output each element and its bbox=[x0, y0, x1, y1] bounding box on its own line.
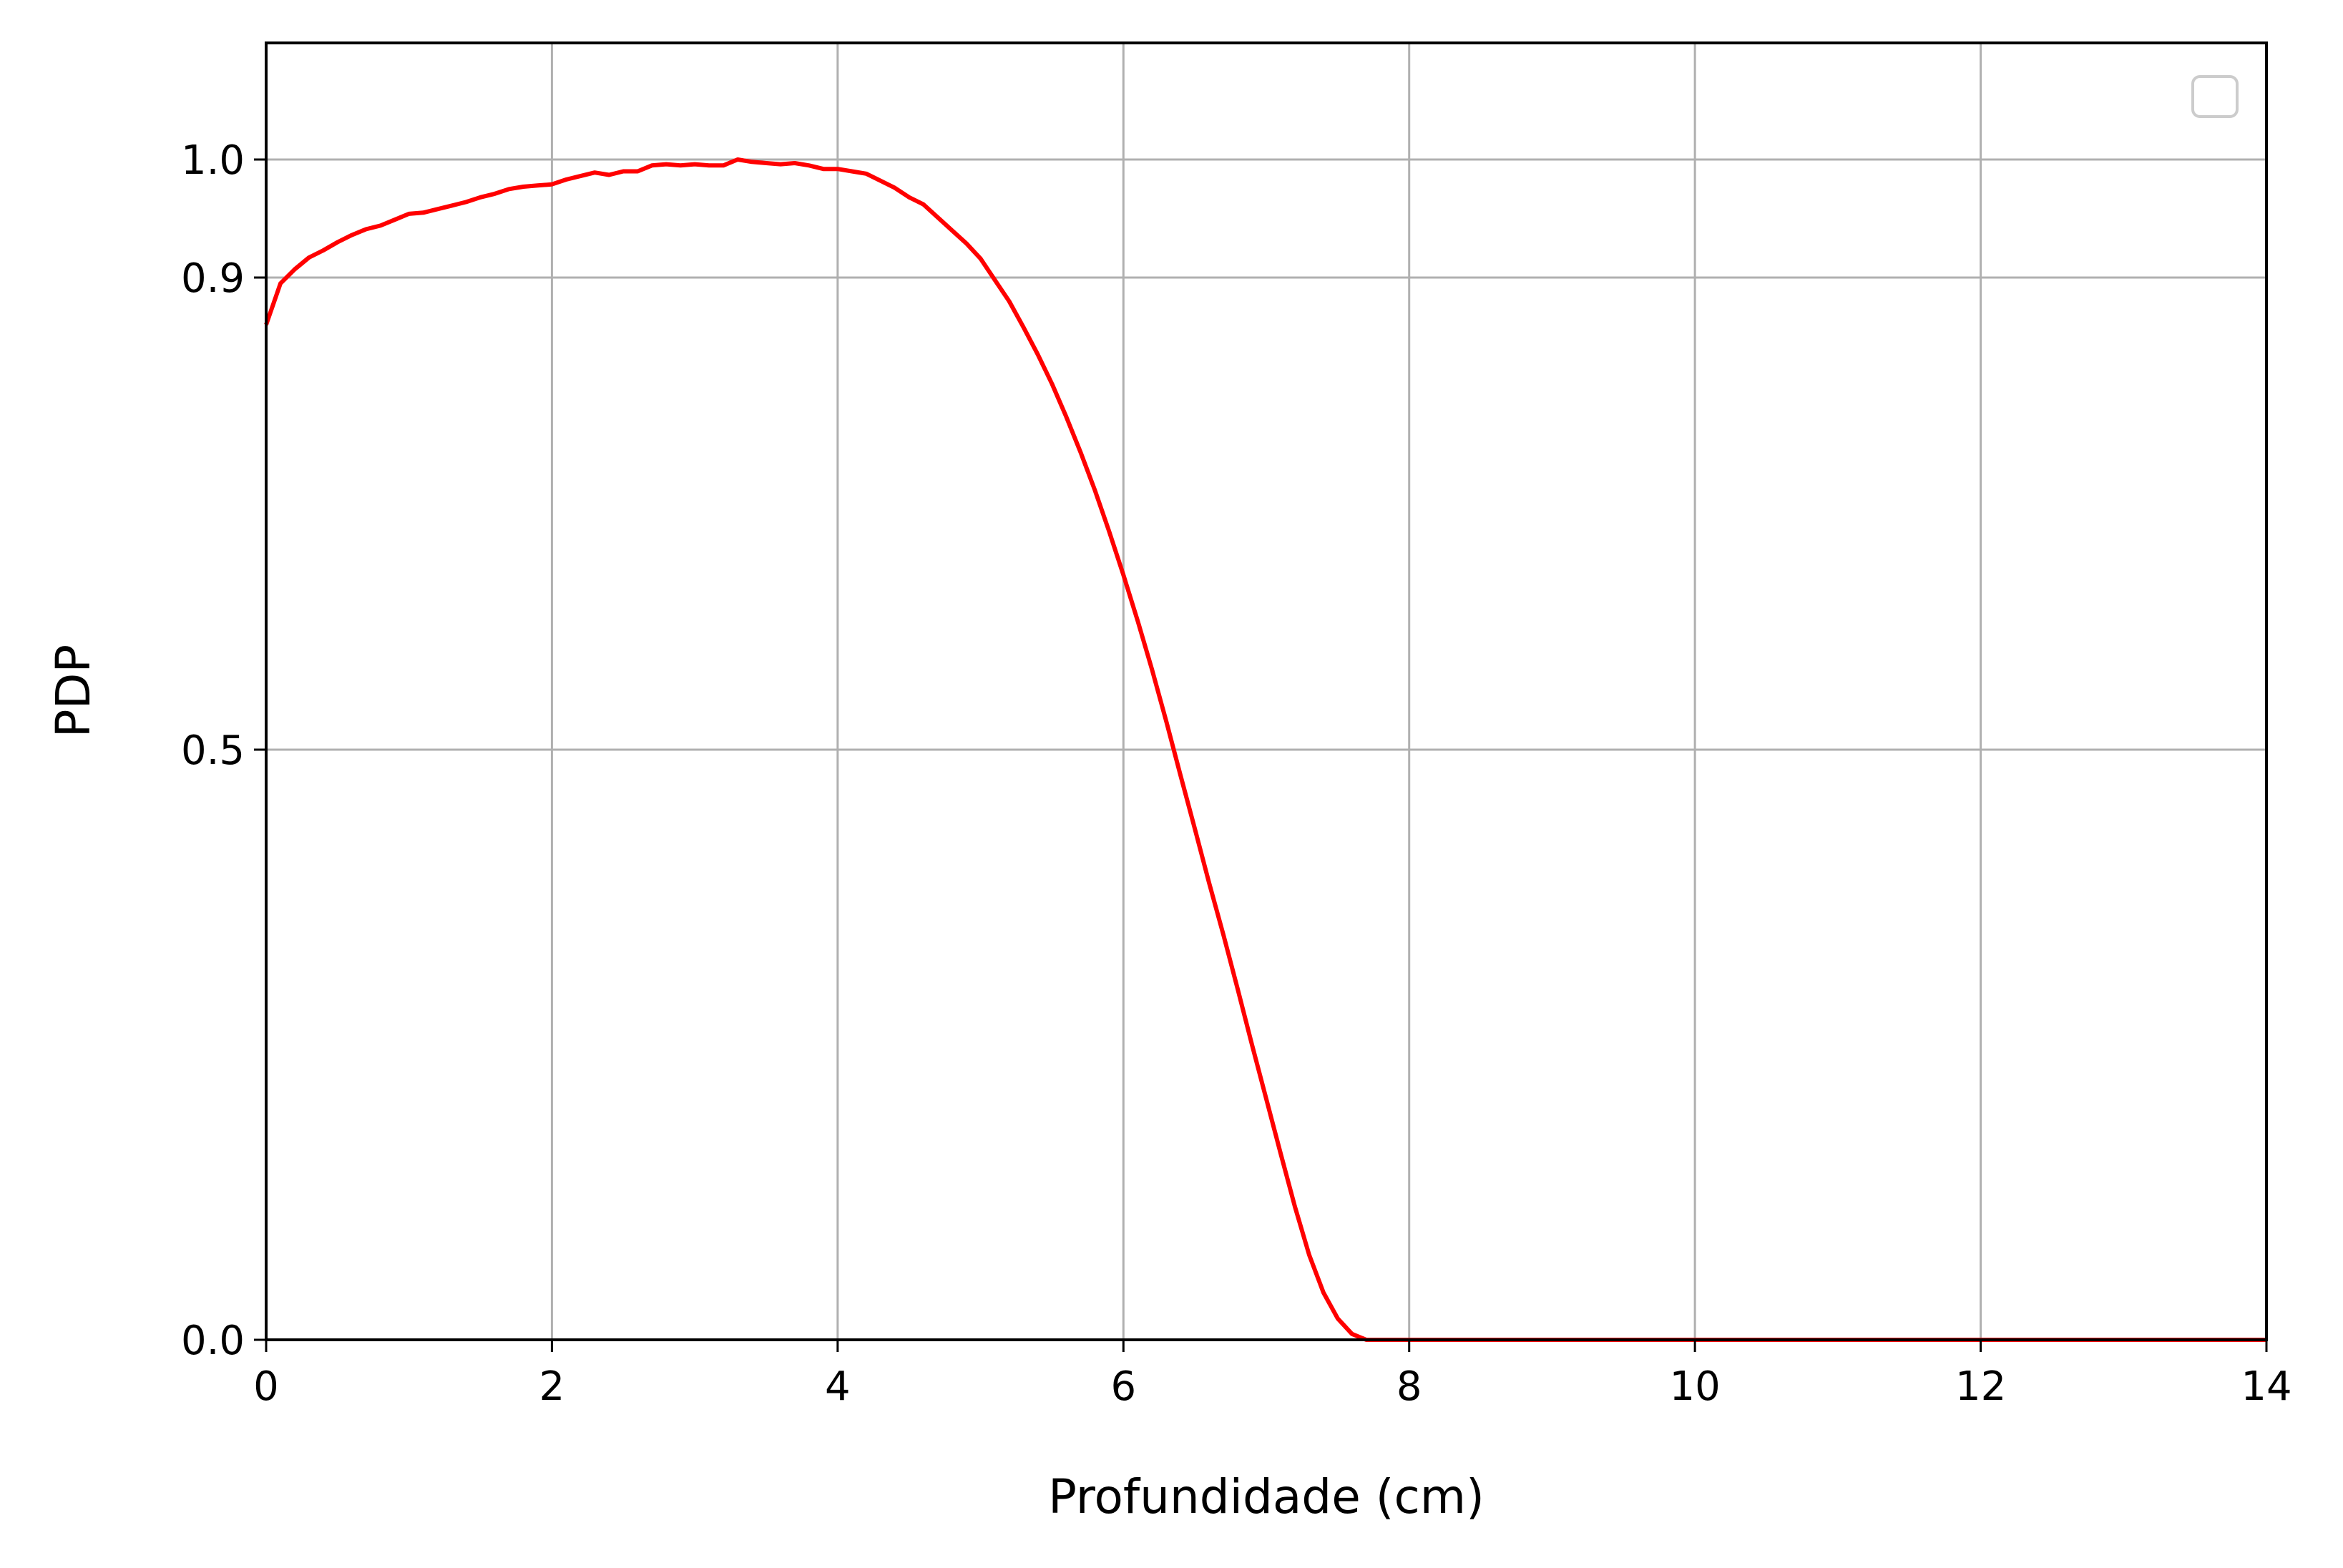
x-tick-label: 0 bbox=[253, 1363, 279, 1410]
plot-frame bbox=[265, 41, 2268, 1341]
x-tick-label: 2 bbox=[539, 1363, 565, 1410]
y-tick-label: 0.5 bbox=[181, 727, 245, 774]
x-tick-label: 14 bbox=[2241, 1363, 2291, 1410]
x-tick-label: 10 bbox=[1670, 1363, 1721, 1410]
legend-box bbox=[2191, 75, 2239, 118]
x-tick-label: 6 bbox=[1110, 1363, 1136, 1410]
y-tick-label: 0.9 bbox=[181, 255, 245, 302]
x-tick-label: 4 bbox=[825, 1363, 851, 1410]
y-tick-label: 0.0 bbox=[181, 1318, 245, 1364]
grid bbox=[266, 43, 2266, 1340]
x-axis-ticks: 0 2 4 6 8 10 12 14 bbox=[253, 1340, 2292, 1410]
y-axis-ticks: 0.0 0.5 0.9 1.0 bbox=[181, 137, 266, 1364]
x-tick-label: 8 bbox=[1396, 1363, 1422, 1410]
x-tick-label: 12 bbox=[1955, 1363, 2006, 1410]
y-axis-label: PDP bbox=[46, 645, 101, 738]
x-axis-label: Profundidade (cm) bbox=[1048, 1469, 1484, 1524]
y-tick-label: 1.0 bbox=[181, 137, 245, 184]
